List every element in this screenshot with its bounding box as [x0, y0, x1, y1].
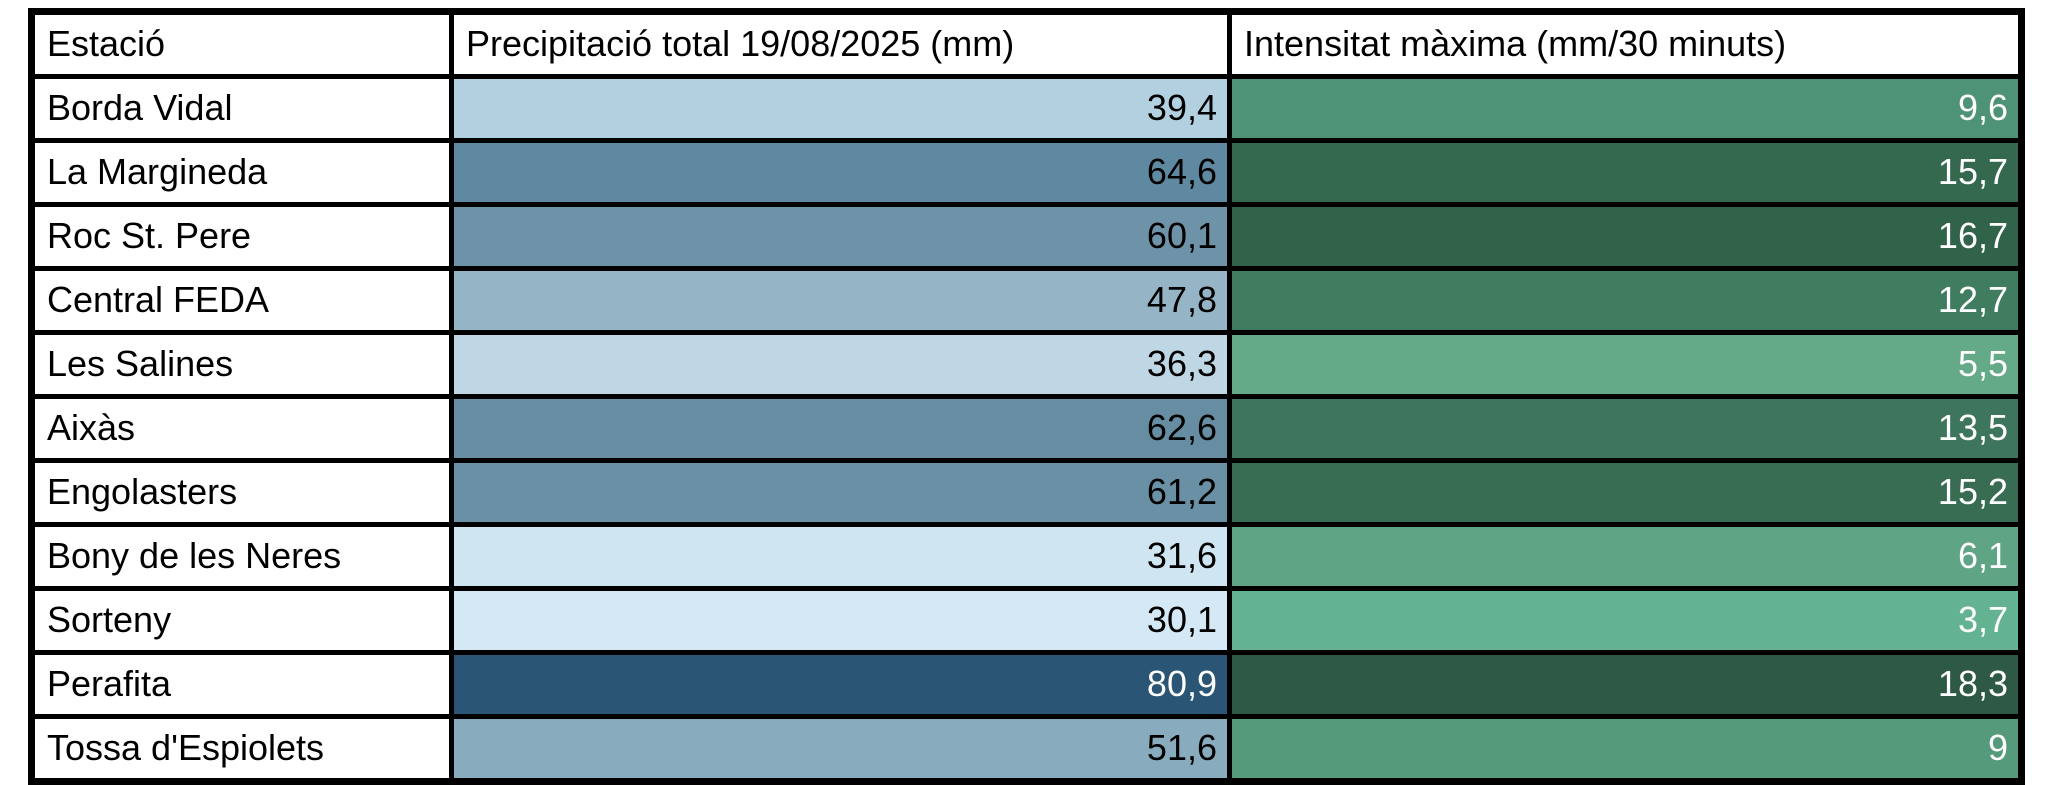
intensity-value-cell: 13,5	[1227, 394, 2024, 463]
table-row: La Margineda 64,6 15,7	[29, 138, 2024, 207]
station-name-cell: Roc St. Pere	[29, 202, 454, 271]
precipitation-value-cell: 30,1	[449, 586, 1232, 655]
column-header-station: Estació	[29, 9, 454, 79]
precipitation-value-cell: 62,6	[449, 394, 1232, 463]
intensity-value-cell: 9,6	[1227, 74, 2024, 143]
intensity-value-cell: 15,2	[1227, 458, 2024, 527]
intensity-value-cell: 15,7	[1227, 138, 2024, 207]
station-name-cell: Les Salines	[29, 330, 454, 399]
intensity-value-cell: 3,7	[1227, 586, 2024, 655]
precipitation-value-cell: 64,6	[449, 138, 1232, 207]
precipitation-value-cell: 31,6	[449, 522, 1232, 591]
station-name-cell: Aixàs	[29, 394, 454, 463]
station-name-cell: Sorteny	[29, 586, 454, 655]
header-row: Estació Precipitació total 19/08/2025 (m…	[29, 9, 2024, 79]
intensity-value-cell: 16,7	[1227, 202, 2024, 271]
station-name-cell: Engolasters	[29, 458, 454, 527]
station-name-cell: Central FEDA	[29, 266, 454, 335]
station-name-cell: Borda Vidal	[29, 74, 454, 143]
precipitation-value-cell: 36,3	[449, 330, 1232, 399]
station-name-cell: Perafita	[29, 650, 454, 719]
table-row: Central FEDA 47,8 12,7	[29, 266, 2024, 335]
intensity-value-cell: 18,3	[1227, 650, 2024, 719]
precipitation-value-cell: 61,2	[449, 458, 1232, 527]
intensity-value-cell: 5,5	[1227, 330, 2024, 399]
table-row: Roc St. Pere 60,1 16,7	[29, 202, 2024, 271]
intensity-value-cell: 12,7	[1227, 266, 2024, 335]
precipitation-value-cell: 39,4	[449, 74, 1232, 143]
table-row: Perafita 80,9 18,3	[29, 650, 2024, 719]
precipitation-value-cell: 47,8	[449, 266, 1232, 335]
table-body: Borda Vidal 39,4 9,6 La Margineda 64,6 15,7 Ro…	[29, 74, 2024, 784]
table-row: Aixàs 62,6 13,5	[29, 394, 2024, 463]
precipitation-value-cell: 60,1	[449, 202, 1232, 271]
intensity-value-cell: 6,1	[1227, 522, 2024, 591]
table-row: Sorteny 30,1 3,7	[29, 586, 2024, 655]
table-row: Borda Vidal 39,4 9,6	[29, 74, 2024, 143]
column-header-intensity: Intensitat màxima (mm/30 minuts)	[1227, 9, 2024, 79]
table-row: Bony de les Neres 31,6 6,1	[29, 522, 2024, 591]
table-row: Les Salines 36,3 5,5	[29, 330, 2024, 399]
precipitation-value-cell: 80,9	[449, 650, 1232, 719]
station-name-cell: La Margineda	[29, 138, 454, 207]
precipitation-table: Estació Precipitació total 19/08/2025 (m…	[28, 8, 2025, 785]
column-header-precipitation: Precipitació total 19/08/2025 (mm)	[449, 9, 1232, 79]
station-name-cell: Bony de les Neres	[29, 522, 454, 591]
table-row: Engolasters 61,2 15,2	[29, 458, 2024, 527]
